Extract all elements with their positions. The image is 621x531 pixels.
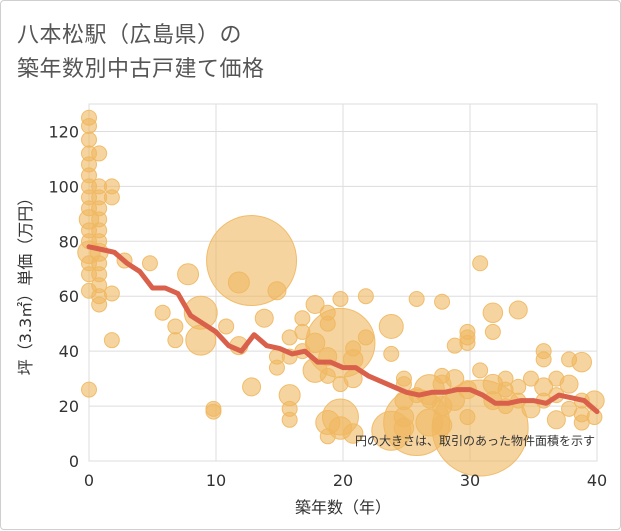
data-bubble xyxy=(242,377,262,397)
data-bubble xyxy=(103,332,120,349)
data-bubble xyxy=(357,329,374,346)
data-bubble xyxy=(559,374,579,394)
x-tick-label: 40 xyxy=(587,471,607,490)
y-tick-label: 0 xyxy=(69,452,79,471)
y-tick-label: 60 xyxy=(59,287,79,306)
data-bubble xyxy=(510,378,527,395)
data-bubble xyxy=(154,304,171,321)
data-bubble xyxy=(459,334,476,351)
x-axis-label: 築年数（年） xyxy=(295,498,391,517)
data-bubble xyxy=(167,332,184,349)
data-bubble xyxy=(357,288,374,305)
chart-title-line-1: 八本松駅（広島県）の xyxy=(17,23,243,48)
data-bubble xyxy=(281,411,298,428)
data-bubble xyxy=(472,255,489,272)
data-bubble xyxy=(141,255,158,272)
data-bubble xyxy=(205,403,222,420)
data-bubble xyxy=(408,290,425,307)
trend-line xyxy=(86,244,600,415)
data-bubble xyxy=(378,313,404,339)
data-bubble xyxy=(571,351,593,373)
y-tick-label: 40 xyxy=(59,342,79,361)
x-tick-label: 0 xyxy=(84,471,94,490)
data-bubble xyxy=(254,308,274,328)
data-bubble xyxy=(434,293,451,310)
data-bubble xyxy=(81,117,97,134)
y-tick-label: 80 xyxy=(59,232,79,251)
data-bubble xyxy=(522,370,539,387)
chart-title: 八本松駅（広島県）の 築年数別中古戸建て価格 xyxy=(17,19,265,87)
bubble-layer xyxy=(77,109,605,477)
data-bubble xyxy=(268,359,285,376)
data-bubble xyxy=(546,410,566,430)
data-bubble xyxy=(294,310,311,327)
x-tick-label: 20 xyxy=(333,471,353,490)
data-bubble xyxy=(91,145,108,162)
data-bubble xyxy=(305,294,325,314)
data-bubble xyxy=(342,423,364,444)
data-bubble xyxy=(103,285,120,302)
y-tick-label: 120 xyxy=(48,122,79,141)
x-tick-label: 10 xyxy=(206,471,226,490)
y-tick-label: 100 xyxy=(48,177,79,196)
data-bubble xyxy=(103,189,120,206)
size-note: 円の大きさは、取引のあった物件面積を示す xyxy=(355,433,595,448)
data-bubble xyxy=(472,362,489,379)
data-bubble xyxy=(81,381,97,398)
data-bubble xyxy=(167,318,184,335)
y-axis-label: 坪（3.3㎡）単価（万円） xyxy=(16,190,35,375)
data-bubble xyxy=(383,345,400,362)
data-bubble xyxy=(81,131,97,148)
data-bubble xyxy=(482,302,504,323)
data-bubble xyxy=(267,281,287,301)
data-bubble xyxy=(91,296,108,313)
data-bubble xyxy=(218,318,235,335)
data-bubble xyxy=(484,323,501,340)
axes: 0 20 40 60 80 100 120 0 10 20 30 40 xyxy=(48,122,607,490)
data-bubble xyxy=(177,263,200,286)
data-bubble xyxy=(185,324,217,356)
x-tick-label: 30 xyxy=(460,471,480,490)
data-bubble xyxy=(508,300,528,320)
y-tick-label: 20 xyxy=(59,397,79,416)
data-bubble xyxy=(535,351,552,368)
chart-title-line-2: 築年数別中古戸建て価格 xyxy=(17,57,265,82)
data-bubble xyxy=(332,290,349,307)
